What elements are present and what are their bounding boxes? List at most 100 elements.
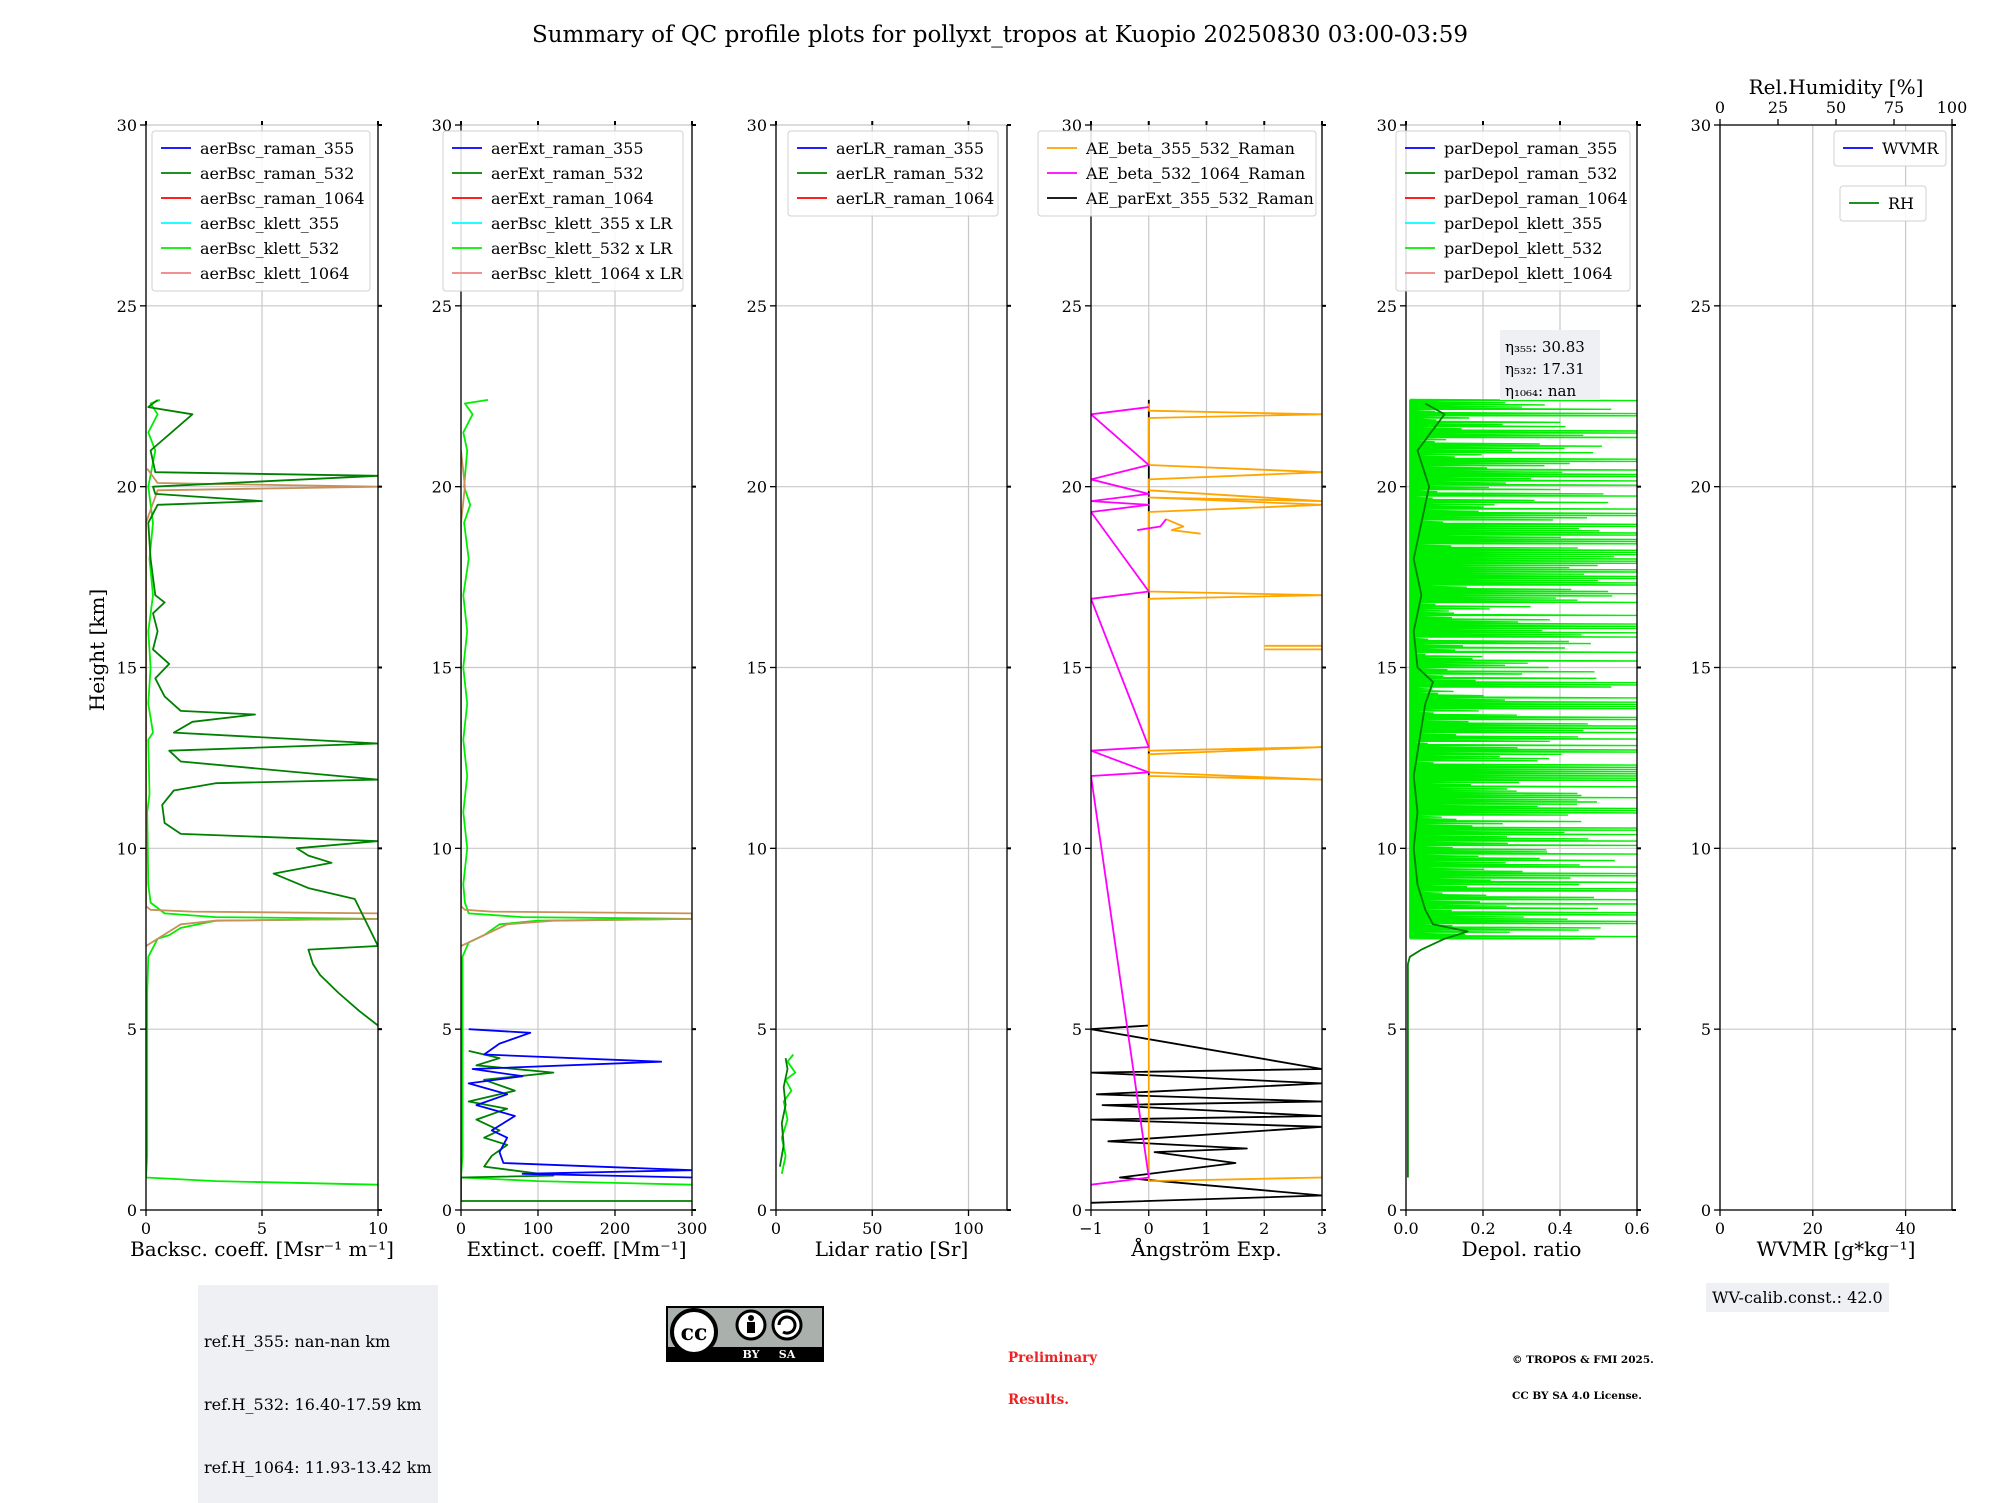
legend-entry: parDepol_raman_355: [1444, 139, 1617, 158]
legend-entry: AE_parExt_355_532_Raman: [1085, 189, 1314, 208]
copyright-line-2: CC BY SA 4.0 License.: [1512, 1390, 1642, 1402]
x-axis-label: WVMR [g*kg⁻¹]: [1757, 1237, 1916, 1261]
legend-entry: aerBsc_klett_532: [200, 239, 339, 258]
y-tick-label: 0: [442, 1201, 452, 1220]
y-tick-label: 15: [1062, 659, 1082, 678]
legend-wv: WVMR: [1833, 130, 1947, 167]
refh-355: ref.H_355: nan-nan km: [204, 1332, 391, 1351]
x-tick-label: 1: [1201, 1219, 1211, 1238]
y-tick-label: 15: [117, 659, 137, 678]
legend-entry: parDepol_klett_532: [1444, 239, 1602, 258]
legend-entry: aerBsc_raman_355: [200, 139, 354, 158]
eta-label: η₅₃₂: 17.31: [1505, 360, 1585, 378]
series-group: [779, 1053, 797, 1174]
preliminary-line-1: Preliminary: [1008, 1350, 1098, 1366]
y-tick-label: 25: [117, 297, 137, 316]
x-tick-label: 50: [862, 1219, 882, 1238]
cc-by-sa-badge-icon: cc BY SA: [666, 1306, 824, 1362]
y-tick-label: 0: [127, 1201, 137, 1220]
reference-height-box: ref.H_355: nan-nan km ref.H_532: 16.40-1…: [198, 1285, 438, 1503]
y-tick-label: 20: [1062, 478, 1082, 497]
x-axis-label: Depol. ratio: [1462, 1237, 1582, 1261]
legend2-wv: RH: [1839, 185, 1927, 222]
x-tick-label: 10: [368, 1219, 388, 1238]
x-tick-label: 0: [771, 1219, 781, 1238]
legend-entry: WVMR: [1882, 139, 1939, 158]
legend-lr: aerLR_raman_355 aerLR_raman_532 aerLR_rama…: [787, 130, 999, 217]
x-tick-label: 0: [1144, 1219, 1154, 1238]
legend-entry: aerBsc_klett_1064 x LR: [491, 264, 683, 283]
top-x-tick-label: 100: [1937, 98, 1968, 117]
y-tick-label: 0: [1072, 1201, 1082, 1220]
panel-depol: 0 5 10 15 20 25 30 0.0 0.2 0.4 0.6 Depol. ratio parD…: [1377, 116, 1650, 1261]
legend-bsc: aerBsc_raman_355 aerBsc_raman_532 aerBsc_r…: [151, 130, 371, 292]
legend-ae: AE_beta_355_532_Raman AE_beta_532_1064_Ra…: [1037, 130, 1317, 217]
x-tick-label: 0.6: [1624, 1219, 1649, 1238]
legend-frame: [1395, 130, 1631, 292]
series-AE_beta_355_532_Raman: [1165, 518, 1201, 535]
y-tick-label: 10: [1062, 839, 1082, 858]
eta-label: η₃₅₅: 30.83: [1505, 338, 1585, 356]
y-tick-label: 0: [1387, 1201, 1397, 1220]
y-tick-label: 15: [1377, 659, 1397, 678]
legend-entry: aerBsc_klett_1064: [200, 264, 349, 283]
y-tick-label: 30: [1691, 116, 1711, 135]
legend-entry: aerBsc_klett_355: [200, 214, 339, 233]
y-tick-label: 5: [1701, 1020, 1711, 1039]
y-tick-label: 5: [442, 1020, 452, 1039]
top-x-axis-label: Rel.Humidity [%]: [1749, 75, 1924, 99]
legend-frame: [787, 130, 999, 217]
legend-entry: RH: [1888, 194, 1914, 213]
legend-entry: parDepol_raman_532: [1444, 164, 1617, 183]
y-tick-label: 10: [1377, 839, 1397, 858]
y-tick-label: 25: [1062, 297, 1082, 316]
svg-text:cc: cc: [681, 1320, 708, 1346]
y-tick-label: 20: [432, 478, 452, 497]
series-aerExt_raman_355: [467, 1028, 692, 1179]
legend-entry: parDepol_raman_1064: [1444, 189, 1628, 208]
y-tick-label: 10: [117, 839, 137, 858]
x-tick-label: 0: [1715, 1219, 1725, 1238]
y-tick-label: 20: [117, 478, 137, 497]
series-aerBsc_klett_1064 x LR: [461, 450, 692, 947]
x-tick-label: 0.4: [1547, 1219, 1572, 1238]
x-tick-label: 100: [523, 1219, 554, 1238]
legend-frame: [1839, 185, 1927, 222]
top-x-tick-label: 50: [1826, 98, 1846, 117]
y-tick-label: 10: [747, 839, 767, 858]
x-tick-label: −1: [1079, 1219, 1103, 1238]
series-aerBsc_klett_1064: [146, 468, 378, 947]
legend-entry: aerBsc_klett_355 x LR: [491, 214, 673, 233]
x-tick-label: 100: [953, 1219, 984, 1238]
y-tick-label: 0: [757, 1201, 767, 1220]
legend-entry: aerBsc_klett_532 x LR: [491, 239, 673, 258]
x-tick-label: 20: [1803, 1219, 1823, 1238]
wv-calibration-box: WV-calib.const.: 42.0: [1706, 1283, 1889, 1312]
x-tick-label: 0: [456, 1219, 466, 1238]
y-tick-label: 15: [432, 659, 452, 678]
y-axis-label: Height [km]: [85, 589, 109, 711]
series-group: [1407, 398, 1637, 1178]
eta-annotation: η₃₅₅: 30.83 η₅₃₂: 17.31 η₁₀₆₄: nan: [1500, 330, 1600, 400]
x-axis-label: Extinct. coeff. [Mm⁻¹]: [466, 1237, 686, 1261]
y-tick-label: 30: [747, 116, 767, 135]
legend-depol: parDepol_raman_355 parDepol_raman_532 parD…: [1395, 130, 1631, 292]
legend-frame: [1833, 130, 1947, 167]
series-AE_beta_532_1064_Raman: [1137, 518, 1167, 531]
series-parDepol_raman_532: [1407, 402, 1469, 1178]
y-tick-label: 25: [747, 297, 767, 316]
y-tick-label: 25: [1691, 297, 1711, 316]
legend-frame: [1037, 130, 1317, 217]
series-aerBsc_klett_532: [146, 399, 378, 1186]
series-group: [146, 399, 378, 1186]
legend-frame: [442, 130, 684, 292]
x-tick-label: 0.2: [1470, 1219, 1495, 1238]
x-axis-label: Backsc. coeff. [Msr⁻¹ m⁻¹]: [130, 1237, 394, 1261]
x-tick-label: 0.0: [1393, 1219, 1418, 1238]
eta-box: [1500, 330, 1600, 400]
